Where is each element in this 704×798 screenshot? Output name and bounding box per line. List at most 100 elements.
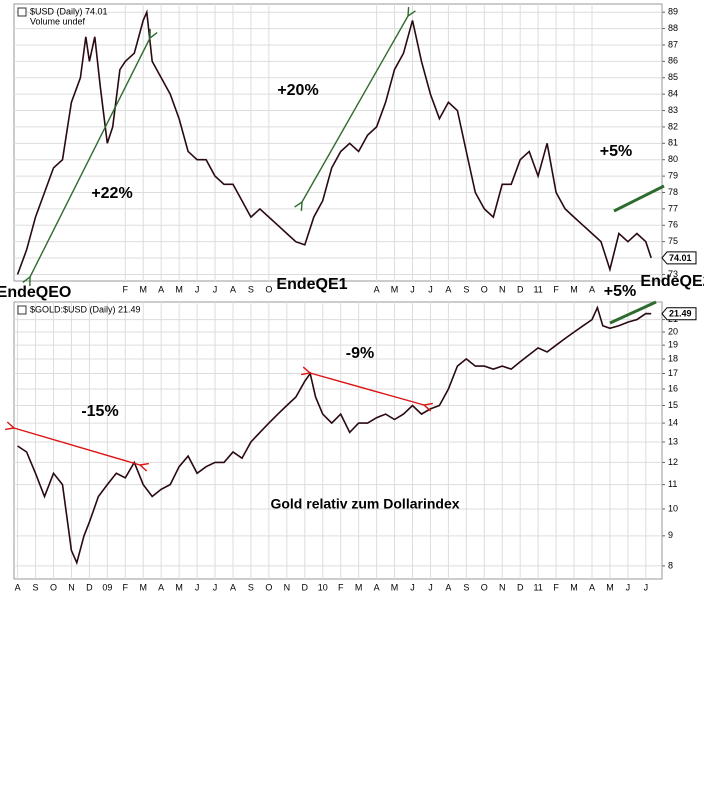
last-value-box <box>661 251 697 265</box>
x-tick-label: M <box>606 582 614 592</box>
annotation: EndeQEO <box>0 284 71 301</box>
price-line <box>16 9 652 275</box>
arrow-head <box>138 462 149 472</box>
chart-title: $GOLD:$USD (Daily) 21.49 <box>30 304 141 314</box>
price-line <box>17 305 652 566</box>
x-tick-label: J <box>195 284 200 294</box>
y-tick-label: 9 <box>668 530 673 540</box>
annotation: EndeQE1 <box>276 276 347 293</box>
annotation: -9% <box>346 345 374 362</box>
x-tick-label: M <box>570 284 578 294</box>
arrow-head <box>294 200 303 212</box>
y-tick-label: 82 <box>668 121 678 131</box>
x-tick-label: D <box>302 582 309 592</box>
arrow <box>13 427 141 466</box>
last-value-box <box>661 307 697 321</box>
arrow <box>29 37 151 278</box>
chart-title: $USD (Daily) 74.01 <box>30 6 108 16</box>
chart-subtitle: Volume undef <box>30 16 86 26</box>
y-tick-label: 84 <box>668 89 678 99</box>
x-tick-label: M <box>139 284 147 294</box>
y-tick-label: 8 <box>668 560 673 570</box>
trend-line <box>613 184 665 213</box>
x-tick-label: D <box>517 284 524 294</box>
x-tick-label: N <box>499 284 506 294</box>
x-tick-label: A <box>374 284 380 294</box>
x-tick-label: F <box>338 582 344 592</box>
x-tick-label: 11 <box>533 582 542 592</box>
plot-frame <box>13 3 663 282</box>
y-tick-label: 20 <box>668 326 678 336</box>
arrow <box>301 15 409 203</box>
x-tick-label: S <box>463 582 469 592</box>
x-tick-label: N <box>284 582 291 592</box>
x-tick-label: M <box>175 582 183 592</box>
annotation: +5% <box>604 283 636 300</box>
arrow-head <box>149 28 158 40</box>
x-tick-label: 10 <box>318 582 328 592</box>
x-tick-label: A <box>15 582 21 592</box>
y-tick-label: 14 <box>668 417 678 427</box>
y-tick-label: 88 <box>668 23 678 33</box>
x-tick-label: S <box>248 284 254 294</box>
arrow <box>309 372 425 406</box>
x-tick-label: A <box>230 582 236 592</box>
y-tick-label: 86 <box>668 56 678 66</box>
y-tick-label: 77 <box>668 203 678 213</box>
x-tick-label: M <box>570 582 578 592</box>
arrow-head <box>22 275 31 287</box>
x-tick-label: M <box>391 284 399 294</box>
x-tick-label: S <box>463 284 469 294</box>
x-tick-label: O <box>481 582 488 592</box>
x-tick-label: J <box>644 582 649 592</box>
trend-line <box>609 300 657 325</box>
x-tick-label: A <box>158 284 164 294</box>
x-tick-label: M <box>139 582 147 592</box>
x-tick-label: F <box>553 284 559 294</box>
x-tick-label: D <box>86 582 93 592</box>
y-tick-label: 19 <box>668 340 678 350</box>
annotation: -15% <box>81 403 118 420</box>
x-tick-label: M <box>355 582 363 592</box>
annotation: Gold relativ zum Dollarindex <box>270 496 459 512</box>
x-tick-label: F <box>123 284 129 294</box>
plot-frame <box>13 301 663 580</box>
y-tick-label: 83 <box>668 105 678 115</box>
x-tick-label: S <box>33 582 39 592</box>
x-tick-label: O <box>265 582 272 592</box>
arrow-head <box>422 402 433 412</box>
x-tick-label: S <box>248 582 254 592</box>
x-tick-label: A <box>158 582 164 592</box>
x-tick-label: J <box>428 284 433 294</box>
y-tick-label: 13 <box>668 436 678 446</box>
arrow-head <box>407 6 416 18</box>
annotation: +22% <box>91 185 132 202</box>
y-tick-label: 18 <box>668 353 678 363</box>
x-tick-label: O <box>481 284 488 294</box>
arrow-head <box>5 421 16 431</box>
annotation: +20% <box>277 82 318 99</box>
x-tick-label: 09 <box>102 582 112 592</box>
title-icon <box>17 305 27 315</box>
last-value-label: 21.49 <box>669 309 692 319</box>
x-tick-label: J <box>428 582 433 592</box>
last-value-label: 74.01 <box>669 253 692 263</box>
x-tick-label: A <box>230 284 236 294</box>
x-tick-label: J <box>410 582 415 592</box>
arrow-head <box>301 366 312 376</box>
x-tick-label: N <box>68 582 75 592</box>
y-tick-label: 85 <box>668 72 678 82</box>
x-tick-label: J <box>410 284 415 294</box>
x-tick-label: J <box>626 582 631 592</box>
y-tick-label: 78 <box>668 187 678 197</box>
x-tick-label: A <box>589 582 595 592</box>
annotation: +5% <box>600 143 632 160</box>
x-tick-label: A <box>589 284 595 294</box>
x-tick-label: F <box>123 582 129 592</box>
y-tick-label: 12 <box>668 457 678 467</box>
y-tick-label: 75 <box>668 236 678 246</box>
y-tick-label: 89 <box>668 7 678 17</box>
y-tick-label: 79 <box>668 170 678 180</box>
x-tick-label: A <box>445 582 451 592</box>
